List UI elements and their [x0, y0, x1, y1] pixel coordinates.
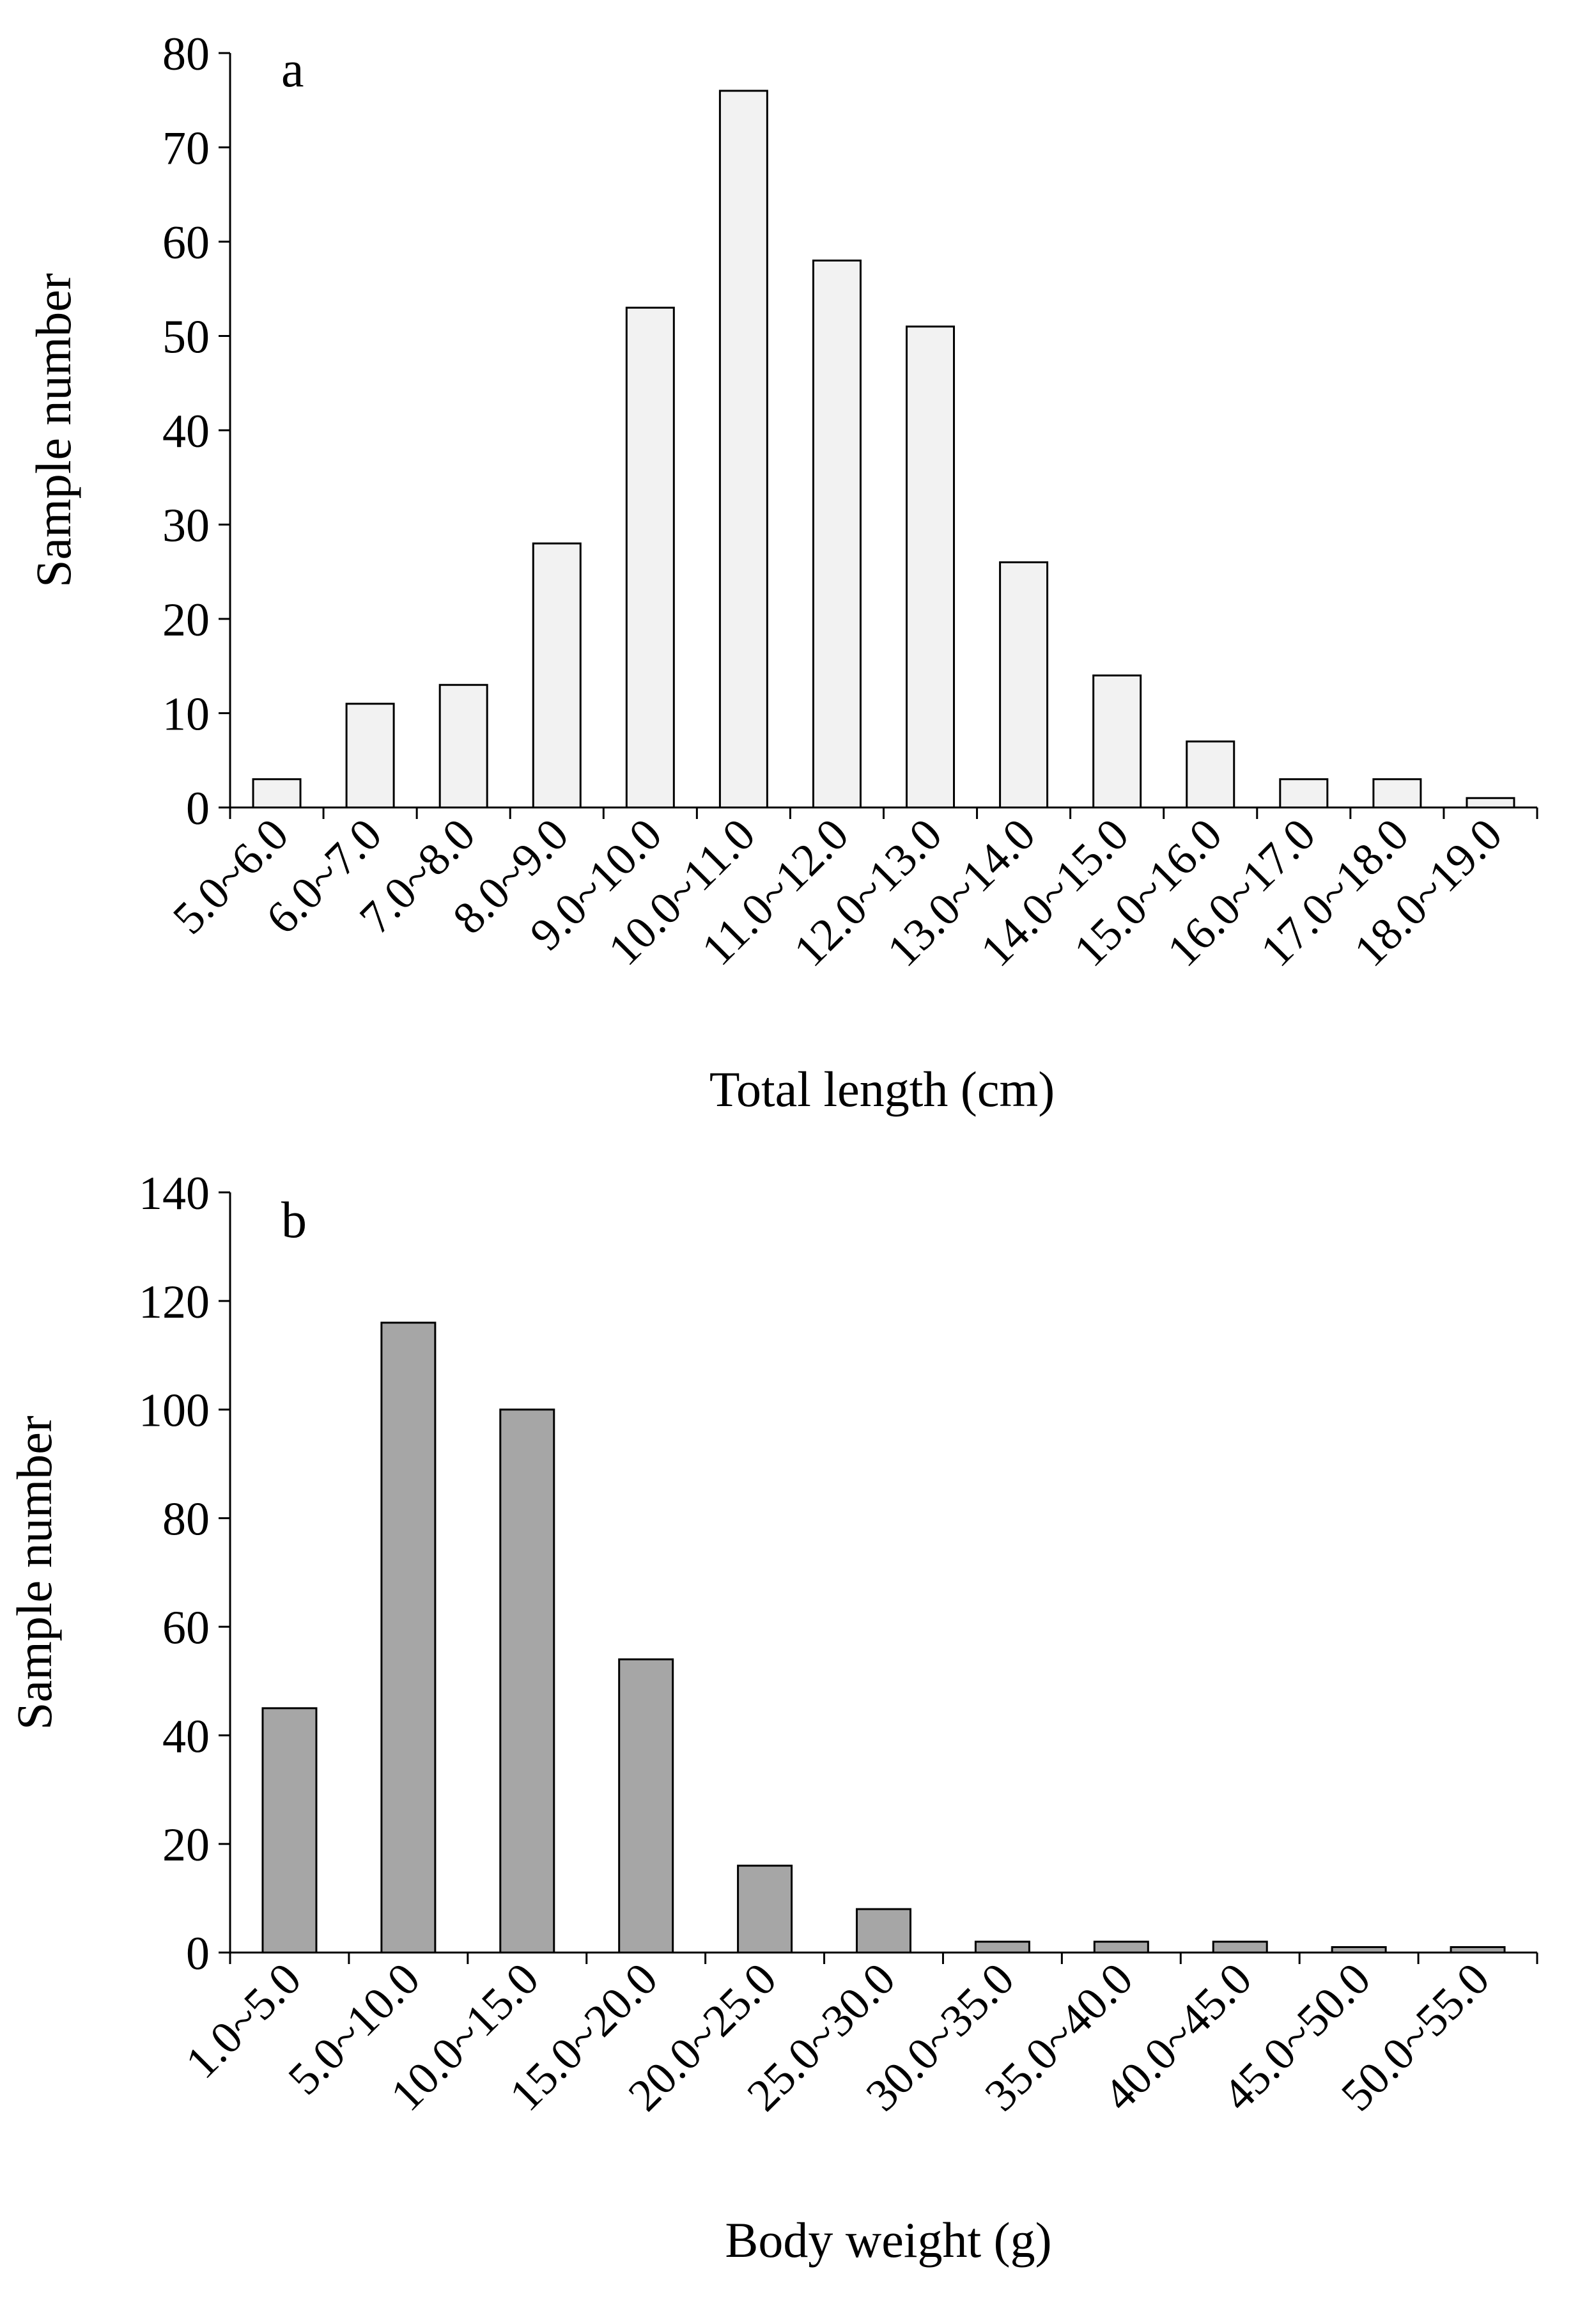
bar-15.0~16.0	[1186, 740, 1235, 809]
panel-label: a	[281, 42, 304, 98]
y-tick-label: 80	[162, 28, 210, 81]
bar-40.0~45.0	[1212, 1940, 1268, 1954]
bar-18.0~19.0	[1466, 797, 1515, 809]
bar-14.0~15.0	[1092, 675, 1142, 809]
y-tick-label: 30	[162, 500, 210, 552]
bar-9.0~10.0	[625, 306, 675, 809]
y-tick-label: 40	[162, 405, 210, 458]
y-tick-label: 20	[162, 594, 210, 646]
y-axis-title: Sample number	[26, 273, 81, 588]
y-tick-label: 80	[162, 1493, 210, 1546]
y-tick-label: 40	[162, 1710, 210, 1763]
y-tick-label: 50	[162, 311, 210, 364]
bar-15.0~20.0	[618, 1658, 674, 1954]
bar-7.0~8.0	[438, 683, 488, 809]
y-axis-title: Sample number	[6, 1415, 62, 1730]
y-tick-label: 0	[186, 783, 210, 835]
bar-17.0~18.0	[1372, 778, 1422, 809]
bar-1.0~5.0	[261, 1707, 318, 1954]
y-tick-label: 120	[139, 1276, 210, 1329]
y-tick-label: 140	[139, 1167, 210, 1220]
bar-8.0~9.0	[532, 542, 582, 809]
bar-12.0~13.0	[906, 325, 956, 809]
x-axis-title: Body weight (g)	[725, 2212, 1051, 2268]
bar-10.0~11.0	[718, 90, 768, 809]
x-axis-title: Total length (cm)	[709, 1061, 1055, 1117]
bar-11.0~12.0	[812, 260, 862, 809]
y-tick-label: 100	[139, 1385, 210, 1437]
bar-45.0~50.0	[1331, 1946, 1387, 1954]
panel-a-length-histogram: 010203040506070805.0~6.06.0~7.07.0~8.08.…	[26, 28, 1538, 1117]
bar-5.0~6.0	[252, 778, 302, 809]
y-tick-label: 10	[162, 689, 210, 741]
panel-label: b	[281, 1192, 307, 1249]
bar-6.0~7.0	[345, 703, 395, 809]
bar-10.0~15.0	[499, 1408, 555, 1954]
panel-b-weight-histogram: 0204060801001201401.0~5.05.0~10.010.0~15…	[6, 1167, 1538, 2268]
y-tick-label: 70	[162, 123, 210, 175]
y-tick-label: 60	[162, 217, 210, 269]
bar-25.0~30.0	[856, 1908, 911, 1954]
bar-50.0~55.0	[1450, 1946, 1506, 1954]
bar-30.0~35.0	[974, 1940, 1030, 1954]
y-tick-label: 0	[186, 1928, 210, 1980]
bar-16.0~17.0	[1279, 778, 1329, 809]
y-tick-label: 60	[162, 1602, 210, 1654]
bar-13.0~14.0	[999, 561, 1049, 809]
bar-35.0~40.0	[1093, 1940, 1149, 1954]
bar-5.0~10.0	[380, 1322, 437, 1954]
bar-20.0~25.0	[737, 1864, 793, 1954]
y-tick-label: 20	[162, 1819, 210, 1871]
